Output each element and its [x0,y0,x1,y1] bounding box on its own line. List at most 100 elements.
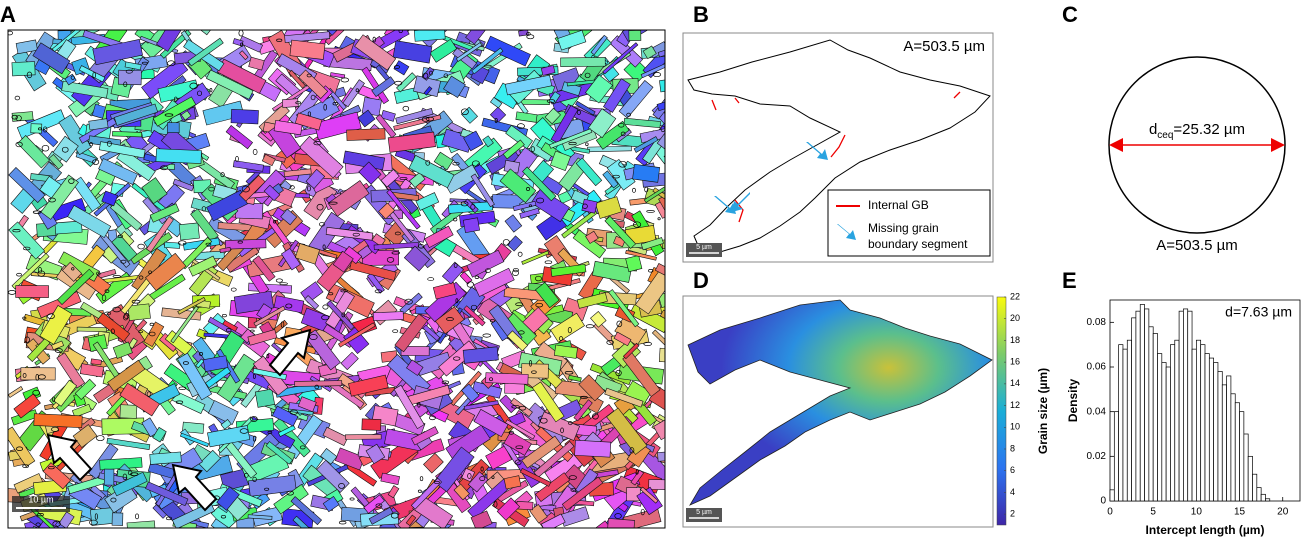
grain-outline [8,290,15,294]
y-tick-label: 0.04 [1087,406,1107,417]
bar [1235,403,1239,501]
colorbar-tick-label: 12 [1010,400,1020,410]
subscript: ceq [1157,130,1173,141]
bar [1261,494,1265,501]
bar [1222,385,1226,501]
grain-outline [135,514,138,519]
grain-outline [222,314,226,317]
grain [180,433,208,447]
legend-label: Internal GB [868,198,929,212]
x-tick-label: 5 [1150,507,1156,518]
grain-outline [403,106,409,111]
scale-bar-label: 5 µm [696,244,712,251]
colorbar-tick-label: 20 [1010,313,1020,323]
grain-outline [150,323,154,325]
x-tick-label: 10 [1191,507,1203,518]
bar [1240,412,1244,501]
grain-outline [632,188,635,192]
bar [1248,456,1252,501]
grain [627,488,641,501]
grain [347,129,386,141]
grain [112,513,123,526]
colorbar-tick-label: 16 [1010,357,1020,367]
colorbar-ticks: 246810121416182022 [1004,291,1020,518]
grain [321,448,337,464]
bar [1132,318,1136,501]
bar [1188,311,1192,501]
grain [561,57,606,66]
grain-outline [138,244,145,249]
bar [1119,345,1123,501]
grain-outline [647,210,655,212]
figure: A 10 µm B A=503.5 µm Internal GB Missing… [0,0,1309,541]
grain [442,262,463,284]
y-tick-label: 0.02 [1087,451,1107,462]
grain-outline [236,156,239,161]
bar [1123,349,1127,501]
colorbar-tick-label: 22 [1010,291,1020,301]
bar [1179,311,1183,501]
grain [588,146,632,152]
bar [1205,354,1209,501]
y-axis-label: Density [1066,379,1080,423]
bar [1114,412,1118,501]
bar [1127,340,1131,501]
bar [1214,363,1218,501]
grain-outline [179,387,186,390]
grain-outline [15,96,20,100]
grain [18,135,50,168]
legend-label: boundary segment [868,237,968,251]
y-tick-label: 0 [1100,496,1106,507]
grain-outline [231,288,236,291]
grain-outline [113,275,120,277]
grain [341,352,358,369]
grain [8,386,23,397]
panel-label: A [0,2,16,27]
bar [1140,304,1144,501]
grain [150,452,182,465]
grain [582,199,597,213]
grain-outline [644,342,652,345]
grain [179,223,199,240]
grain-outline [339,521,346,524]
x-tick-label: 15 [1234,507,1246,518]
y-tick-label: 0.06 [1087,362,1107,373]
grain-outline [483,334,491,337]
grain-outline [393,330,398,333]
panel-label: C [1062,2,1078,27]
grain-outline [350,498,354,500]
grain [231,109,259,124]
symbol: d [1149,121,1157,138]
grain [629,30,641,40]
grain [630,198,647,205]
grain [362,419,381,431]
grain [461,107,477,123]
grain [381,473,400,485]
grain-outline [420,477,423,481]
grain-outline [586,143,589,146]
grain [516,112,537,123]
grain [517,501,533,509]
grain [127,521,156,540]
bar [1153,334,1157,502]
scale-bar-label: 10 µm [28,494,53,504]
grain [463,218,479,233]
grain [164,242,179,248]
colorbar-tick-label: 2 [1010,509,1015,519]
grain [486,373,529,385]
grain [388,486,399,498]
bar [1149,327,1153,501]
panel-label: E [1062,268,1077,293]
grain-outline [467,282,473,288]
panel-label: B [693,2,709,27]
grain-outline [586,325,594,328]
grain [505,215,522,232]
colorbar-tick-label: 14 [1010,378,1020,388]
grain [373,312,403,321]
page: A 10 µm B A=503.5 µm Internal GB Missing… [0,0,1309,541]
annotation: d=7.63 µm [1225,304,1292,320]
grain-outline [658,218,660,220]
grain-outline [250,330,254,332]
colorbar-label: Grain size (µm) [1036,368,1050,454]
grain [637,487,663,514]
